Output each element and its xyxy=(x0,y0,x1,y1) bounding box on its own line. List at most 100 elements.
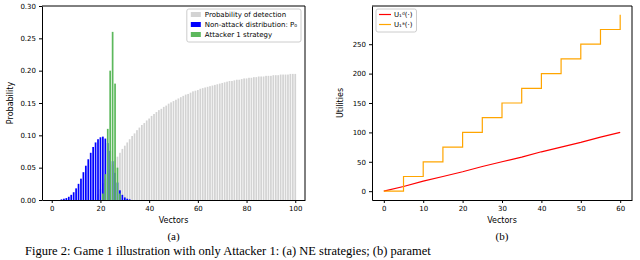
y-tick: 0.25 xyxy=(20,35,42,43)
y-tick: 150 xyxy=(353,100,372,108)
y-axis: 0.000.050.100.150.200.250.30 xyxy=(20,3,42,205)
x-tick: 30 xyxy=(498,200,507,213)
panel-title: (b) xyxy=(496,230,509,243)
bar xyxy=(68,197,70,200)
bar xyxy=(182,96,184,200)
y-tick: 100 xyxy=(353,129,372,137)
y-tick-mark xyxy=(39,168,42,169)
bar xyxy=(272,75,274,200)
bar xyxy=(224,82,226,200)
bar xyxy=(190,93,192,200)
x-tick: 10 xyxy=(419,200,428,213)
y-tick-label: 0.25 xyxy=(20,35,36,43)
legend-swatch xyxy=(379,24,391,25)
y-tick-mark xyxy=(369,103,372,104)
y-tick-mark xyxy=(369,162,372,163)
y-tick: 250 xyxy=(353,41,372,49)
bar-series xyxy=(102,32,121,200)
bar xyxy=(282,75,284,200)
legend-label: U₁ᵈ(·) xyxy=(394,11,413,19)
bar xyxy=(122,195,124,200)
x-axis: 0102030405060 xyxy=(373,200,633,213)
y-tick-mark xyxy=(39,135,42,136)
bar xyxy=(238,80,240,200)
legend-label: Attacker 1 strategy xyxy=(205,31,272,39)
x-tick: 80 xyxy=(243,200,252,213)
y-tick-label: 100 xyxy=(353,129,366,137)
y-tick-mark xyxy=(369,74,372,75)
x-axis-line xyxy=(43,200,306,201)
bar xyxy=(180,97,182,200)
y-tick-label: 0.20 xyxy=(20,67,36,75)
y-tick-label: 150 xyxy=(353,100,366,108)
bar xyxy=(61,199,63,200)
y-tick-label: 0 xyxy=(362,188,366,196)
bar xyxy=(234,80,236,200)
x-tick-mark xyxy=(247,200,248,203)
bar xyxy=(236,80,238,200)
x-axis-label: Vectors xyxy=(159,216,189,225)
bar xyxy=(104,139,106,200)
legend-box xyxy=(376,9,416,32)
y-tick: 0.05 xyxy=(20,164,42,172)
bar xyxy=(209,86,211,200)
bar xyxy=(290,74,292,200)
panel-title: (a) xyxy=(167,230,180,243)
x-tick-mark xyxy=(502,200,503,203)
bar xyxy=(63,199,65,200)
y-tick-mark xyxy=(369,44,372,45)
bar xyxy=(168,104,170,200)
bar xyxy=(117,168,119,200)
bar xyxy=(124,146,126,200)
x-tick-label: 20 xyxy=(96,205,105,213)
line xyxy=(384,132,620,191)
bar xyxy=(265,76,267,200)
bar xyxy=(129,139,131,200)
y-tick: 0.15 xyxy=(20,100,42,108)
x-tick-mark xyxy=(198,200,199,203)
bar xyxy=(248,78,250,200)
legend-box xyxy=(187,9,301,42)
legend-item: U₁ᵈ(·) xyxy=(379,11,413,19)
bar xyxy=(251,78,253,200)
bar xyxy=(119,194,121,200)
bar xyxy=(126,199,128,200)
bar xyxy=(175,100,177,200)
x-tick-label: 0 xyxy=(382,205,386,213)
bar xyxy=(109,71,111,200)
y-tick-mark xyxy=(39,38,42,39)
bar xyxy=(231,81,233,200)
y-axis: 050100150200250 xyxy=(353,7,373,201)
bar xyxy=(141,125,143,200)
legend-swatch xyxy=(191,22,201,27)
legend-label: Probability of detection xyxy=(205,11,286,19)
y-tick-label: 250 xyxy=(353,41,366,49)
bar xyxy=(148,119,150,200)
plot-frame xyxy=(372,6,632,200)
bar xyxy=(292,74,294,200)
x-tick: 60 xyxy=(194,200,203,213)
bar xyxy=(126,142,128,200)
plot-area xyxy=(61,32,296,200)
x-tick: 0 xyxy=(50,200,54,213)
bar xyxy=(90,153,92,200)
bar xyxy=(131,136,133,200)
y-tick-mark xyxy=(39,71,42,72)
bar xyxy=(70,195,72,200)
legend-swatch xyxy=(191,12,201,17)
bar xyxy=(80,179,82,200)
bar-series xyxy=(61,137,131,200)
bar xyxy=(95,142,97,200)
y-tick: 200 xyxy=(353,70,372,78)
x-tick: 20 xyxy=(459,200,468,213)
bar xyxy=(160,109,162,200)
bar xyxy=(92,147,94,200)
bar xyxy=(119,190,121,200)
legend-label: U₁ᵃ(·) xyxy=(394,21,413,29)
bar xyxy=(192,91,194,200)
bar xyxy=(114,84,116,200)
bar xyxy=(285,75,287,200)
line xyxy=(384,15,620,191)
bar xyxy=(97,139,99,200)
y-tick: 0.20 xyxy=(20,67,42,75)
